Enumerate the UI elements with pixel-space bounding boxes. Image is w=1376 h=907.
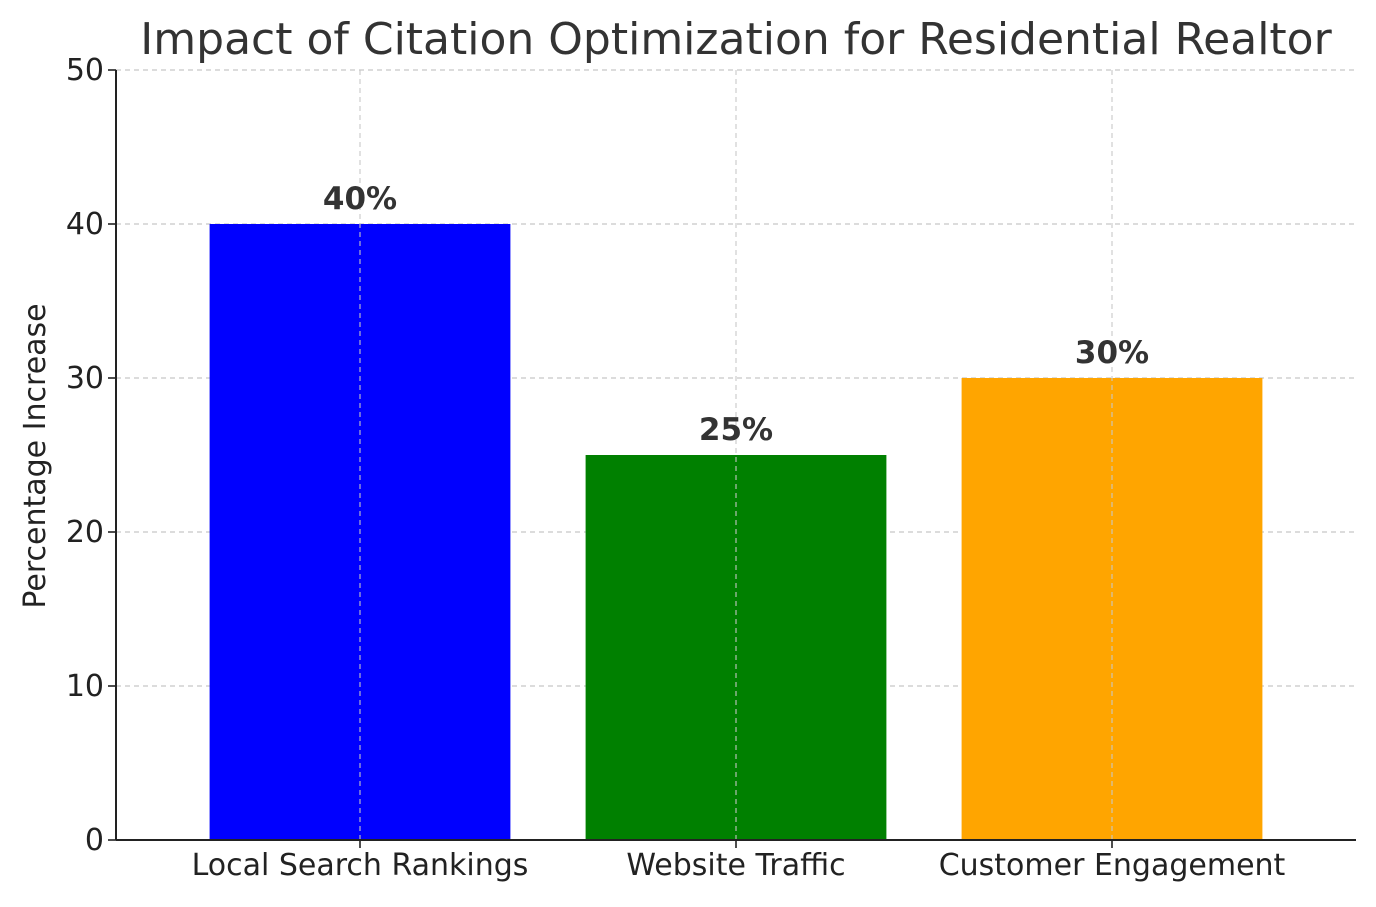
y-axis-label: Percentage Increase [18,303,53,608]
y-tick-label: 0 [85,823,104,858]
y-ticks: 0 10 20 30 40 50 [66,53,116,858]
x-ticks: Local Search Rankings Website Traffic Cust… [192,840,1286,883]
y-tick-label: 40 [66,207,104,242]
bar [961,378,1263,840]
y-tick-label: 50 [66,53,104,88]
x-tick-label: Customer Engagement [939,848,1286,883]
y-tick-label: 20 [66,515,104,550]
data-labels: 40% 25% 30% [323,181,1149,448]
x-gridlines [359,70,1113,840]
x-tick-label: Website Traffic [626,848,845,883]
x-tick-label: Local Search Rankings [192,848,529,883]
y-tick-label: 10 [66,669,104,704]
bar-value-label: 25% [699,412,773,448]
bar-value-label: 30% [1075,335,1149,371]
chart-title: Impact of Citation Optimization for Resi… [140,14,1332,65]
y-tick-label: 30 [66,361,104,396]
bar-value-label: 40% [323,181,397,217]
